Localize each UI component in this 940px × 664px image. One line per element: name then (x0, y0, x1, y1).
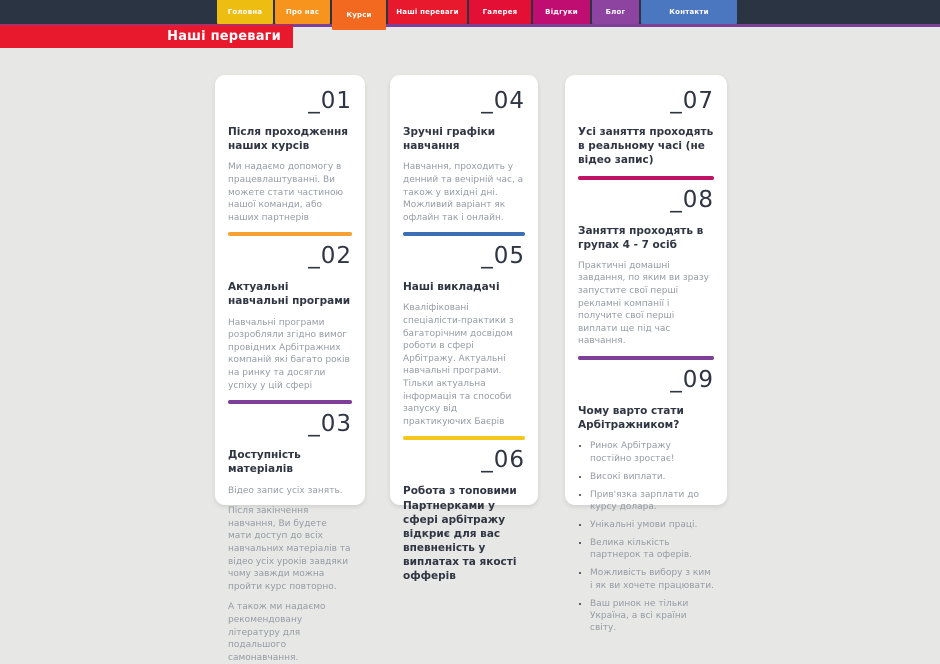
nav-item-blog[interactable]: Блог (592, 0, 639, 24)
section-text: Після закінчення навчання, Ви будете мат… (228, 506, 351, 592)
accent-divider-bar (403, 436, 525, 441)
advantages-card-1: _01 Після проходження наших курсів Ми на… (215, 75, 365, 663)
nav-item-gallery[interactable]: Галерея (469, 0, 531, 24)
section-number: _09 (670, 367, 714, 394)
section-text: Кваліфіковані спеціалісти-практики з баг… (403, 303, 514, 427)
section-text: Відео запис усіх занять. (228, 485, 343, 496)
section-heading: Актуальні навчальні програми (228, 281, 351, 308)
section-heading: Робота з топовими Партнерками у сфері ар… (403, 485, 517, 583)
benefit-item: Ваш ринок не тільки Україна, а всі країн… (590, 598, 714, 634)
nav-item-advantages[interactable]: Наші переваги (388, 0, 467, 24)
section-heading: Доступність матеріалів (228, 449, 301, 476)
section-heading: Наші викладачі (403, 281, 500, 294)
section-number: _05 (481, 243, 525, 270)
section-heading: Після проходження наших курсів (228, 126, 348, 153)
accent-divider-bar (228, 400, 352, 405)
benefits-list: Ринок Арбітражу постійно зростає! Високі… (578, 440, 714, 634)
section-number: _06 (481, 447, 525, 474)
section-number: _04 (481, 88, 525, 114)
section-heading: Усі заняття проходять в реальному часі (… (578, 126, 714, 167)
nav-item-home[interactable]: Головна (217, 0, 273, 24)
accent-divider-bar (403, 232, 525, 237)
nav-item-reviews[interactable]: Відгуки (533, 0, 590, 24)
advantages-card-2: _04 Зручні графіки навчання Навчання, пр… (390, 75, 538, 582)
section-heading: Зручні графіки навчання (403, 126, 496, 153)
section-text: Практичні домашні завдання, по яким ви з… (578, 260, 709, 347)
nav-item-courses[interactable]: Курси (332, 0, 386, 30)
section-heading: Заняття проходять в групах 4 - 7 осіб (578, 224, 704, 251)
benefit-item: Прив'язка зарплати до курсу долара. (590, 489, 714, 513)
main-nav: Головна Про нас Курси Наші переваги Гале… (217, 0, 737, 30)
page-title-banner: Наші переваги (0, 25, 293, 48)
section-number: _03 (308, 411, 352, 438)
section-number: _07 (670, 88, 714, 114)
section-text: Ми надаємо допомогу в працевлаштуванні. … (228, 162, 344, 223)
nav-item-about[interactable]: Про нас (275, 0, 330, 24)
benefit-item: Можливість вибору з ким і як ви хочете п… (590, 567, 714, 591)
benefit-item: Унікальні умови праці. (590, 519, 714, 531)
section-heading: Чому варто стати Арбітражником? (578, 405, 684, 432)
benefit-item: Велика кількість партнерок та оферів. (590, 537, 714, 561)
section-text: А також ми надаємо рекомендовану літерат… (228, 602, 326, 663)
nav-item-contacts[interactable]: Контакти (641, 0, 737, 24)
section-number: _02 (308, 243, 352, 270)
benefit-item: Високі виплати. (590, 471, 714, 483)
accent-divider-bar (578, 356, 714, 361)
section-text: Навчання, проходить у денний та вечірній… (403, 162, 524, 223)
section-number: _01 (308, 88, 352, 114)
section-text: Навчальні програми розробляли згідно вим… (228, 317, 350, 391)
section-number: _08 (670, 186, 714, 213)
accent-divider-bar (578, 175, 714, 180)
advantages-card-3: _07 Усі заняття проходять в реальному ча… (565, 75, 727, 633)
benefit-item: Ринок Арбітражу постійно зростає! (590, 440, 714, 464)
accent-divider-bar (228, 232, 352, 237)
